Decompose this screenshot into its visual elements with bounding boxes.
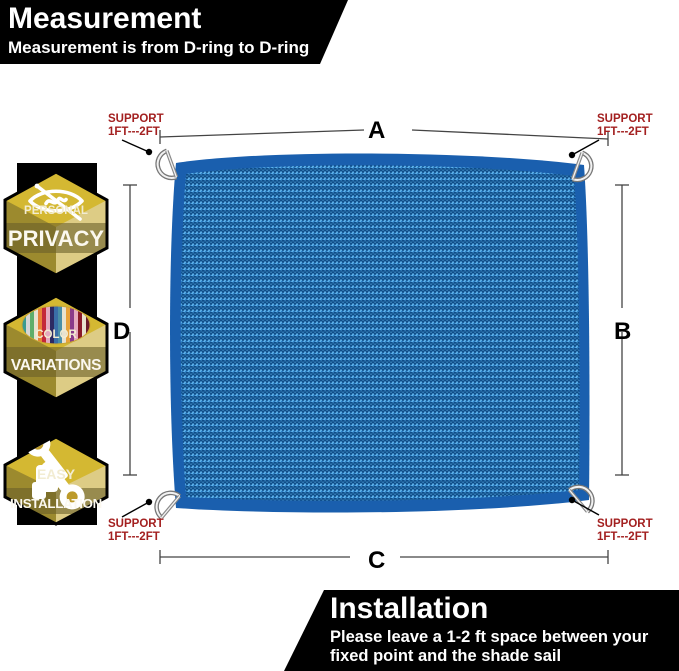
svg-text:PERSONAL: PERSONAL	[24, 205, 88, 217]
svg-text:VARIATIONS: VARIATIONS	[11, 357, 101, 374]
svg-text:PRIVACY: PRIVACY	[8, 226, 104, 251]
svg-text:EASY: EASY	[37, 466, 76, 482]
svg-text:COLOR: COLOR	[35, 329, 77, 341]
svg-text:INSTALLATION: INSTALLATION	[10, 496, 102, 511]
